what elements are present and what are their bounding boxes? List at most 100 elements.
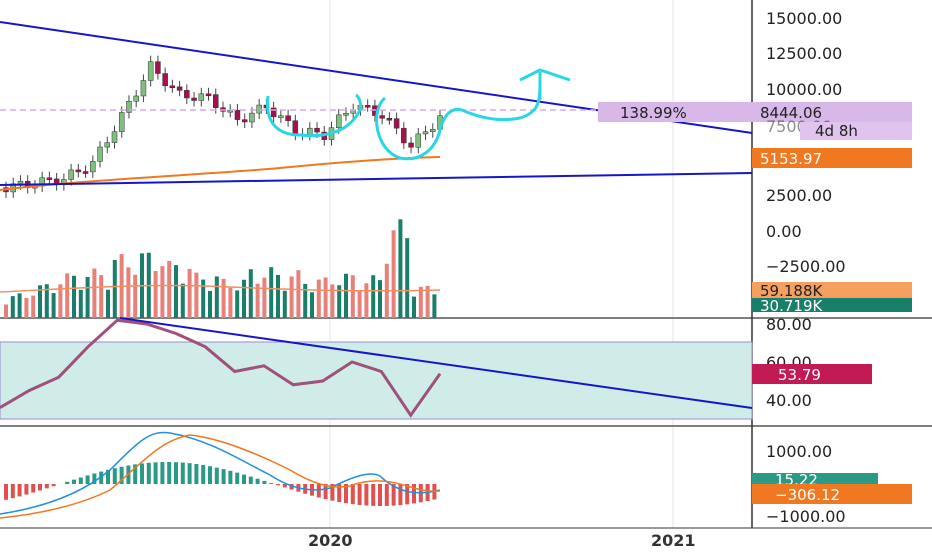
candle	[234, 109, 241, 120]
drawing-cup-left[interactable]	[265, 93, 362, 138]
macd-hist-bar	[38, 484, 42, 491]
candle	[75, 169, 82, 173]
volume-bar	[364, 283, 369, 318]
volume-bar	[24, 297, 29, 318]
macd-hist-bar	[17, 484, 22, 497]
macd-hist-bar	[201, 465, 206, 484]
volume-bar	[282, 290, 287, 318]
price-tick: 2500.00	[766, 186, 832, 205]
rsi-trendline[interactable]	[119, 317, 753, 409]
volume-bar	[153, 271, 158, 318]
macd-hist-bar	[364, 484, 369, 506]
candle	[147, 61, 154, 81]
drawing-arrow-up[interactable]	[519, 68, 571, 100]
macd-tick: −1000.00	[766, 507, 846, 526]
volume-bar	[17, 293, 22, 318]
last-price-text: 8444.06	[760, 104, 822, 122]
macd-hist-bar	[235, 472, 240, 484]
candle	[401, 127, 407, 144]
price-axis[interactable]: 15000.00 12500.00 10000.00 2500.00 0.00 …	[766, 9, 846, 276]
volume-bar	[289, 276, 294, 318]
signal-line	[0, 434, 441, 519]
macd-hist-bar	[412, 484, 416, 504]
price-tick: 15000.00	[766, 9, 842, 28]
candle	[198, 93, 205, 101]
candle	[241, 119, 248, 123]
time-label-2021: 2021	[651, 531, 696, 550]
macd-value-text: −306.12	[775, 486, 840, 504]
volume-bar	[201, 279, 206, 318]
macd-hist-bar	[398, 484, 403, 506]
volume-bar	[58, 284, 63, 318]
macd-value-badge	[752, 484, 912, 504]
candle	[104, 142, 111, 148]
macd-hist-bar	[10, 484, 15, 499]
candle	[307, 127, 313, 135]
volume-bar	[112, 260, 117, 318]
volume-bar	[160, 266, 165, 318]
volume-bar	[391, 230, 396, 318]
macd-hist-bar	[24, 484, 29, 495]
macd-hist-bar	[85, 475, 90, 484]
macd-hist-bar	[323, 484, 328, 500]
candle	[17, 180, 24, 185]
volume-bar	[432, 294, 437, 318]
candle	[68, 169, 74, 180]
volume-bar	[174, 265, 178, 318]
volume-bar	[337, 285, 342, 318]
candle	[415, 133, 422, 148]
price-tick: 10000.00	[766, 80, 842, 99]
volume-bar	[106, 289, 110, 318]
candle	[111, 131, 118, 143]
candle	[184, 90, 190, 99]
rsi-tick: 80.00	[766, 315, 812, 334]
countdown-badge	[800, 122, 912, 140]
candle	[256, 104, 262, 114]
time-axis[interactable]: 2020 2021	[308, 531, 696, 550]
volume-bar	[425, 285, 430, 318]
ma-value-badge	[752, 148, 912, 168]
moving-average-line	[0, 156, 441, 191]
macd-hist-badge	[752, 473, 878, 485]
candle	[314, 127, 320, 133]
candle	[343, 113, 349, 116]
candle	[422, 131, 429, 135]
macd-hist-bar	[357, 484, 362, 505]
volume-bar	[235, 290, 240, 318]
percent-change-text: 138.99%	[620, 104, 687, 122]
candle	[140, 80, 147, 97]
macd-hist-bar	[4, 484, 8, 500]
rsi-value-badge	[752, 364, 872, 384]
rsi-line	[0, 318, 442, 418]
macd-hist-bar	[133, 464, 138, 484]
drawing-cup-right[interactable]	[375, 79, 542, 161]
percent-change-badge	[598, 102, 752, 122]
rsi-axis[interactable]: 80.00 60.00 40.00	[766, 315, 812, 410]
candle	[97, 146, 103, 162]
macd-hist-bar	[167, 462, 172, 484]
time-label-2020: 2020	[308, 531, 353, 550]
macd-hist-bar	[371, 484, 376, 506]
volume-series	[4, 219, 437, 318]
macd-hist-bar	[384, 484, 389, 506]
volume-ma-badge	[752, 282, 912, 300]
volume-bar	[194, 272, 199, 318]
volume-bar	[85, 276, 90, 318]
macd-hist-bar	[44, 484, 49, 489]
candle	[191, 97, 197, 101]
rsi-tick: 40.00	[766, 391, 812, 410]
candle	[82, 171, 89, 174]
volume-bar	[357, 290, 362, 318]
macd-hist-bar	[221, 469, 226, 484]
macd-hist-bar	[146, 462, 151, 484]
candle	[118, 112, 125, 132]
macd-axis[interactable]: 1000.00 −1000.00	[766, 442, 846, 526]
volume-bar	[418, 286, 423, 318]
macd-hist-bar	[255, 478, 260, 484]
volume-bar	[31, 295, 36, 318]
macd-hist-bar	[330, 484, 335, 501]
support-trendline[interactable]	[0, 172, 753, 186]
macd-hist-bar	[180, 462, 185, 484]
macd-hist-bar	[282, 484, 287, 488]
